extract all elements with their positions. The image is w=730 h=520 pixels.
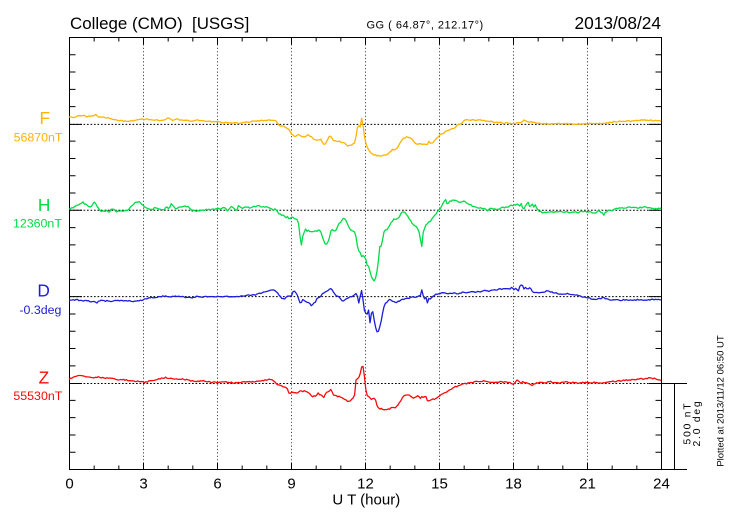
svg-text:D: D [37, 280, 49, 300]
svg-text:2.0 deg: 2.0 deg [692, 400, 703, 447]
svg-text:H: H [38, 195, 50, 215]
svg-text:0: 0 [65, 475, 73, 492]
svg-text:2013/08/24: 2013/08/24 [575, 13, 662, 33]
svg-text:6: 6 [213, 475, 221, 492]
svg-text:12: 12 [357, 475, 374, 492]
svg-text:-0.3deg: -0.3deg [19, 303, 61, 317]
svg-text:U T (hour): U T (hour) [332, 491, 400, 508]
svg-text:3: 3 [139, 475, 147, 492]
svg-text:GG ( 64.87°, 212.17°): GG ( 64.87°, 212.17°) [367, 19, 484, 31]
svg-text:21: 21 [579, 475, 596, 492]
svg-text:Plotted at 2013/11/12 06:50 UT: Plotted at 2013/11/12 06:50 UT [716, 335, 727, 467]
svg-text:15: 15 [431, 475, 448, 492]
svg-text:18: 18 [505, 475, 522, 492]
svg-text:F: F [39, 108, 50, 128]
svg-text:12360nT: 12360nT [13, 217, 62, 231]
svg-text:55530nT: 55530nT [13, 389, 62, 403]
svg-text:Z: Z [39, 368, 50, 388]
svg-text:9: 9 [287, 475, 295, 492]
svg-text:College (CMO) [USGS]: College (CMO) [USGS] [70, 14, 249, 33]
svg-text:500 nT: 500 nT [683, 402, 694, 445]
svg-text:24: 24 [653, 475, 670, 492]
svg-text:56870nT: 56870nT [14, 131, 63, 145]
